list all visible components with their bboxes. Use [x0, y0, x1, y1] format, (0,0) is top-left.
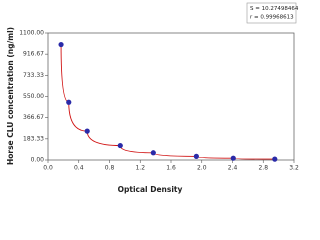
x-tick-label: 2.0 [197, 165, 207, 172]
x-tick-label: 2.4 [228, 165, 238, 172]
data-point [193, 153, 199, 159]
x-tick-label: 0.4 [74, 165, 84, 172]
y-axis-title: Horse CLU concentration (ng/ml) [6, 27, 15, 165]
x-axis-title: Optical Density [118, 185, 183, 194]
annotation: S = 10.27498464 [250, 6, 299, 12]
data-point [58, 41, 64, 48]
data-point [230, 155, 236, 161]
data-point [150, 150, 156, 156]
chart: Optical Density Horse CLU concentration … [6, 2, 299, 194]
x-tick-label: 2.8 [258, 165, 268, 172]
fit-curve [60, 44, 275, 160]
y-tick-label: 733.33 [23, 72, 44, 79]
x-tick-label: 1.2 [135, 165, 145, 172]
annotation-box [246, 2, 297, 24]
y-tick-label: 366.67 [23, 114, 44, 121]
y-tick-label: 550.00 [23, 93, 44, 100]
y-tick-label: 0.00 [31, 157, 45, 164]
y-tick-label: 916.67 [23, 51, 44, 58]
page: {"chart_data": {"type": "scatter", "x_la… [6, 2, 299, 194]
x-tick-label: 0.8 [105, 165, 115, 172]
y-tick-label: 1100.00 [19, 30, 44, 37]
x-tick-label: 3.2 [289, 165, 299, 172]
x-tick-label: 0.0 [43, 165, 53, 172]
data-point [84, 128, 90, 134]
annotation: r = 0.99968613 [250, 15, 294, 21]
data-point [272, 156, 278, 162]
x-tick-label: 1.6 [166, 165, 176, 172]
y-tick-label: 183.33 [23, 135, 44, 142]
data-point [117, 142, 123, 149]
data-point [66, 99, 72, 105]
